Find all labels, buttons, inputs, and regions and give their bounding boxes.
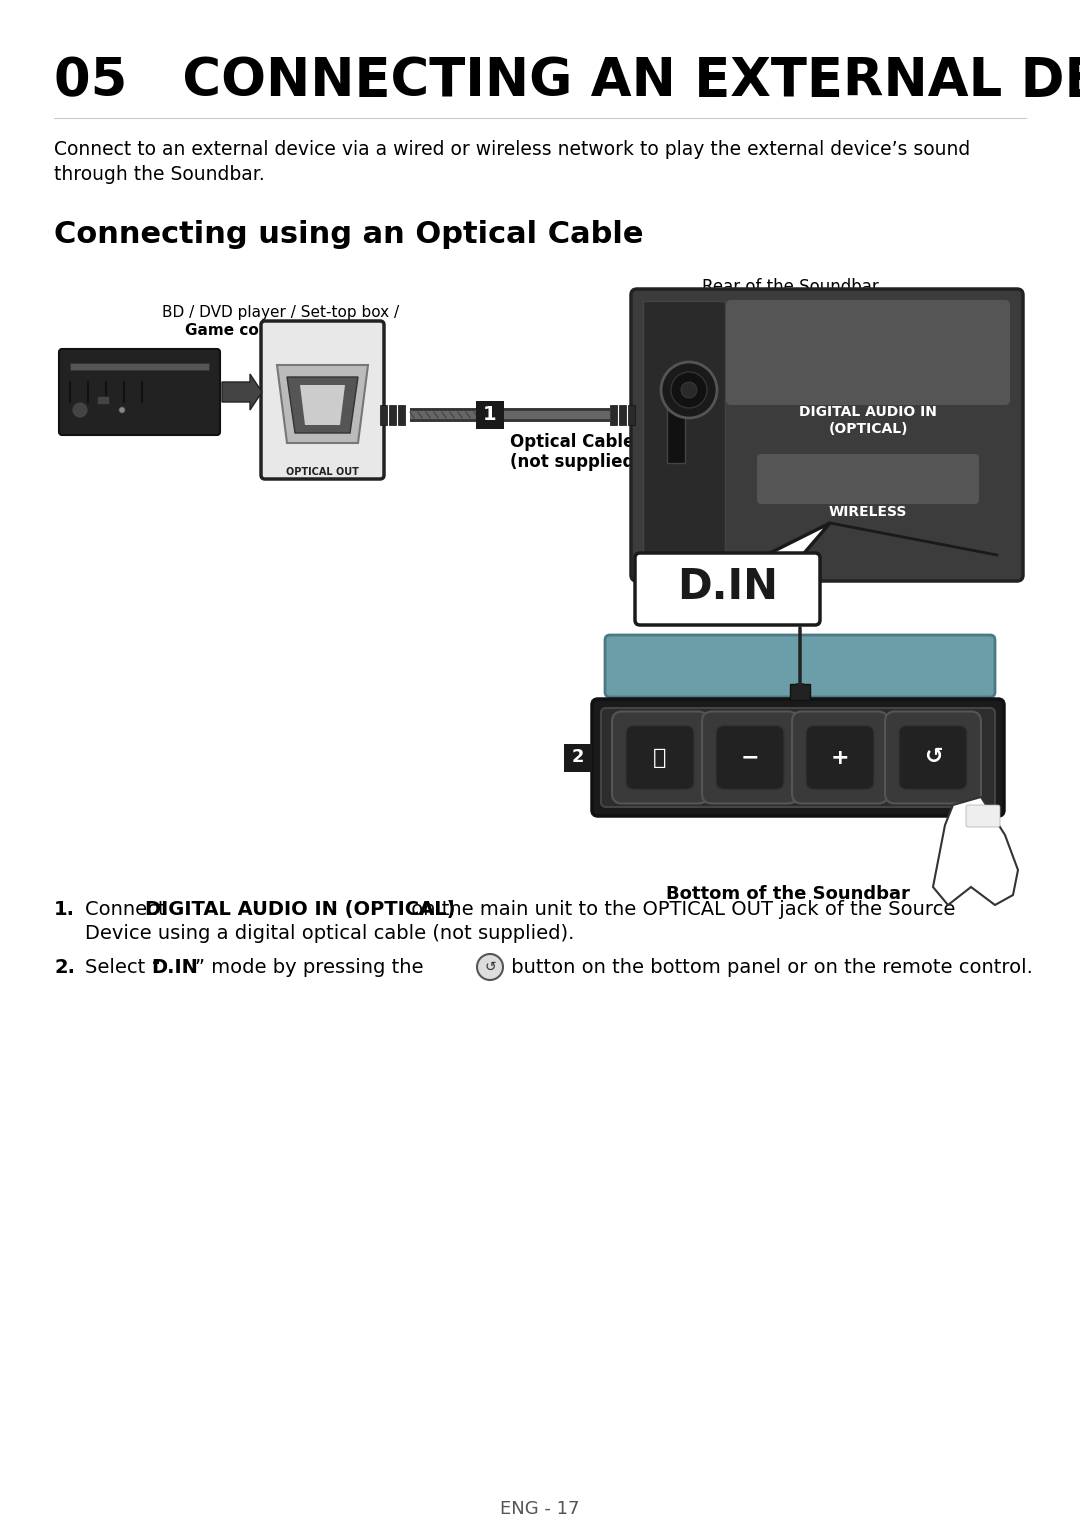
Circle shape — [477, 954, 503, 980]
FancyBboxPatch shape — [261, 322, 384, 480]
Text: Connecting using an Optical Cable: Connecting using an Optical Cable — [54, 221, 644, 250]
Text: ↺: ↺ — [484, 961, 496, 974]
FancyBboxPatch shape — [592, 699, 1004, 817]
Text: BD / DVD player / Set-top box /: BD / DVD player / Set-top box / — [162, 305, 400, 320]
Text: D.IN: D.IN — [677, 565, 778, 608]
Text: on the main unit to the OPTICAL OUT jack of the Source: on the main unit to the OPTICAL OUT jack… — [405, 899, 956, 919]
Bar — [619, 404, 626, 424]
Polygon shape — [760, 522, 831, 558]
Bar — [643, 300, 725, 568]
FancyBboxPatch shape — [612, 711, 708, 803]
Bar — [564, 743, 592, 772]
Text: 2: 2 — [571, 749, 584, 766]
FancyBboxPatch shape — [631, 290, 1023, 581]
Text: DIGITAL AUDIO IN
(OPTICAL): DIGITAL AUDIO IN (OPTICAL) — [799, 404, 937, 437]
Text: WIRELESS: WIRELESS — [828, 506, 907, 519]
Text: Connect: Connect — [85, 899, 172, 919]
Text: button on the bottom panel or on the remote control.: button on the bottom panel or on the rem… — [505, 958, 1032, 977]
Text: Device using a digital optical cable (not supplied).: Device using a digital optical cable (no… — [85, 924, 575, 944]
Text: Game console: Game console — [185, 323, 305, 339]
FancyBboxPatch shape — [605, 634, 995, 697]
Bar — [789, 683, 810, 700]
Bar — [667, 408, 685, 463]
Text: 2.: 2. — [54, 958, 75, 977]
FancyBboxPatch shape — [716, 726, 784, 789]
FancyBboxPatch shape — [885, 711, 981, 803]
Text: through the Soundbar.: through the Soundbar. — [54, 165, 265, 184]
Polygon shape — [300, 385, 345, 424]
Text: Optical Cable: Optical Cable — [510, 434, 634, 450]
FancyBboxPatch shape — [600, 708, 995, 807]
FancyBboxPatch shape — [626, 726, 694, 789]
Bar — [97, 395, 109, 404]
Circle shape — [119, 408, 125, 414]
Bar — [476, 401, 504, 429]
FancyBboxPatch shape — [757, 453, 978, 504]
Bar — [70, 363, 210, 371]
FancyBboxPatch shape — [806, 726, 874, 789]
Text: Select “: Select “ — [85, 958, 162, 977]
Text: ” mode by pressing the: ” mode by pressing the — [195, 958, 423, 977]
Bar — [610, 404, 617, 424]
Text: DIGITAL AUDIO IN (OPTICAL): DIGITAL AUDIO IN (OPTICAL) — [145, 899, 456, 919]
FancyBboxPatch shape — [702, 711, 798, 803]
Text: −: − — [741, 748, 759, 768]
Text: 1.: 1. — [54, 899, 75, 919]
Text: 1: 1 — [483, 406, 497, 424]
Text: D.IN: D.IN — [151, 958, 198, 977]
Circle shape — [72, 401, 87, 418]
Text: OPTICAL OUT: OPTICAL OUT — [286, 467, 359, 476]
FancyBboxPatch shape — [792, 711, 888, 803]
Text: Rear of the Soundbar: Rear of the Soundbar — [702, 277, 878, 296]
FancyBboxPatch shape — [966, 804, 1000, 827]
Text: ⏻: ⏻ — [653, 748, 666, 768]
Polygon shape — [276, 365, 368, 443]
Circle shape — [681, 381, 697, 398]
FancyBboxPatch shape — [899, 726, 967, 789]
FancyBboxPatch shape — [635, 553, 820, 625]
FancyBboxPatch shape — [59, 349, 220, 435]
Text: ↺: ↺ — [923, 748, 943, 768]
Text: +: + — [831, 748, 849, 768]
Text: (not supplied): (not supplied) — [510, 453, 642, 470]
Polygon shape — [933, 797, 1018, 905]
FancyBboxPatch shape — [726, 300, 1010, 404]
Text: ENG - 17: ENG - 17 — [500, 1500, 580, 1518]
Text: 05   CONNECTING AN EXTERNAL DEVICE: 05 CONNECTING AN EXTERNAL DEVICE — [54, 55, 1080, 107]
Text: Bottom of the Soundbar: Bottom of the Soundbar — [666, 885, 910, 902]
Bar — [399, 404, 405, 424]
Text: Connect to an external device via a wired or wireless network to play the extern: Connect to an external device via a wire… — [54, 139, 970, 159]
Bar — [627, 404, 635, 424]
Bar — [389, 404, 396, 424]
Circle shape — [671, 372, 707, 408]
Polygon shape — [222, 374, 262, 411]
Circle shape — [661, 362, 717, 418]
Bar — [380, 404, 387, 424]
Polygon shape — [287, 377, 357, 434]
